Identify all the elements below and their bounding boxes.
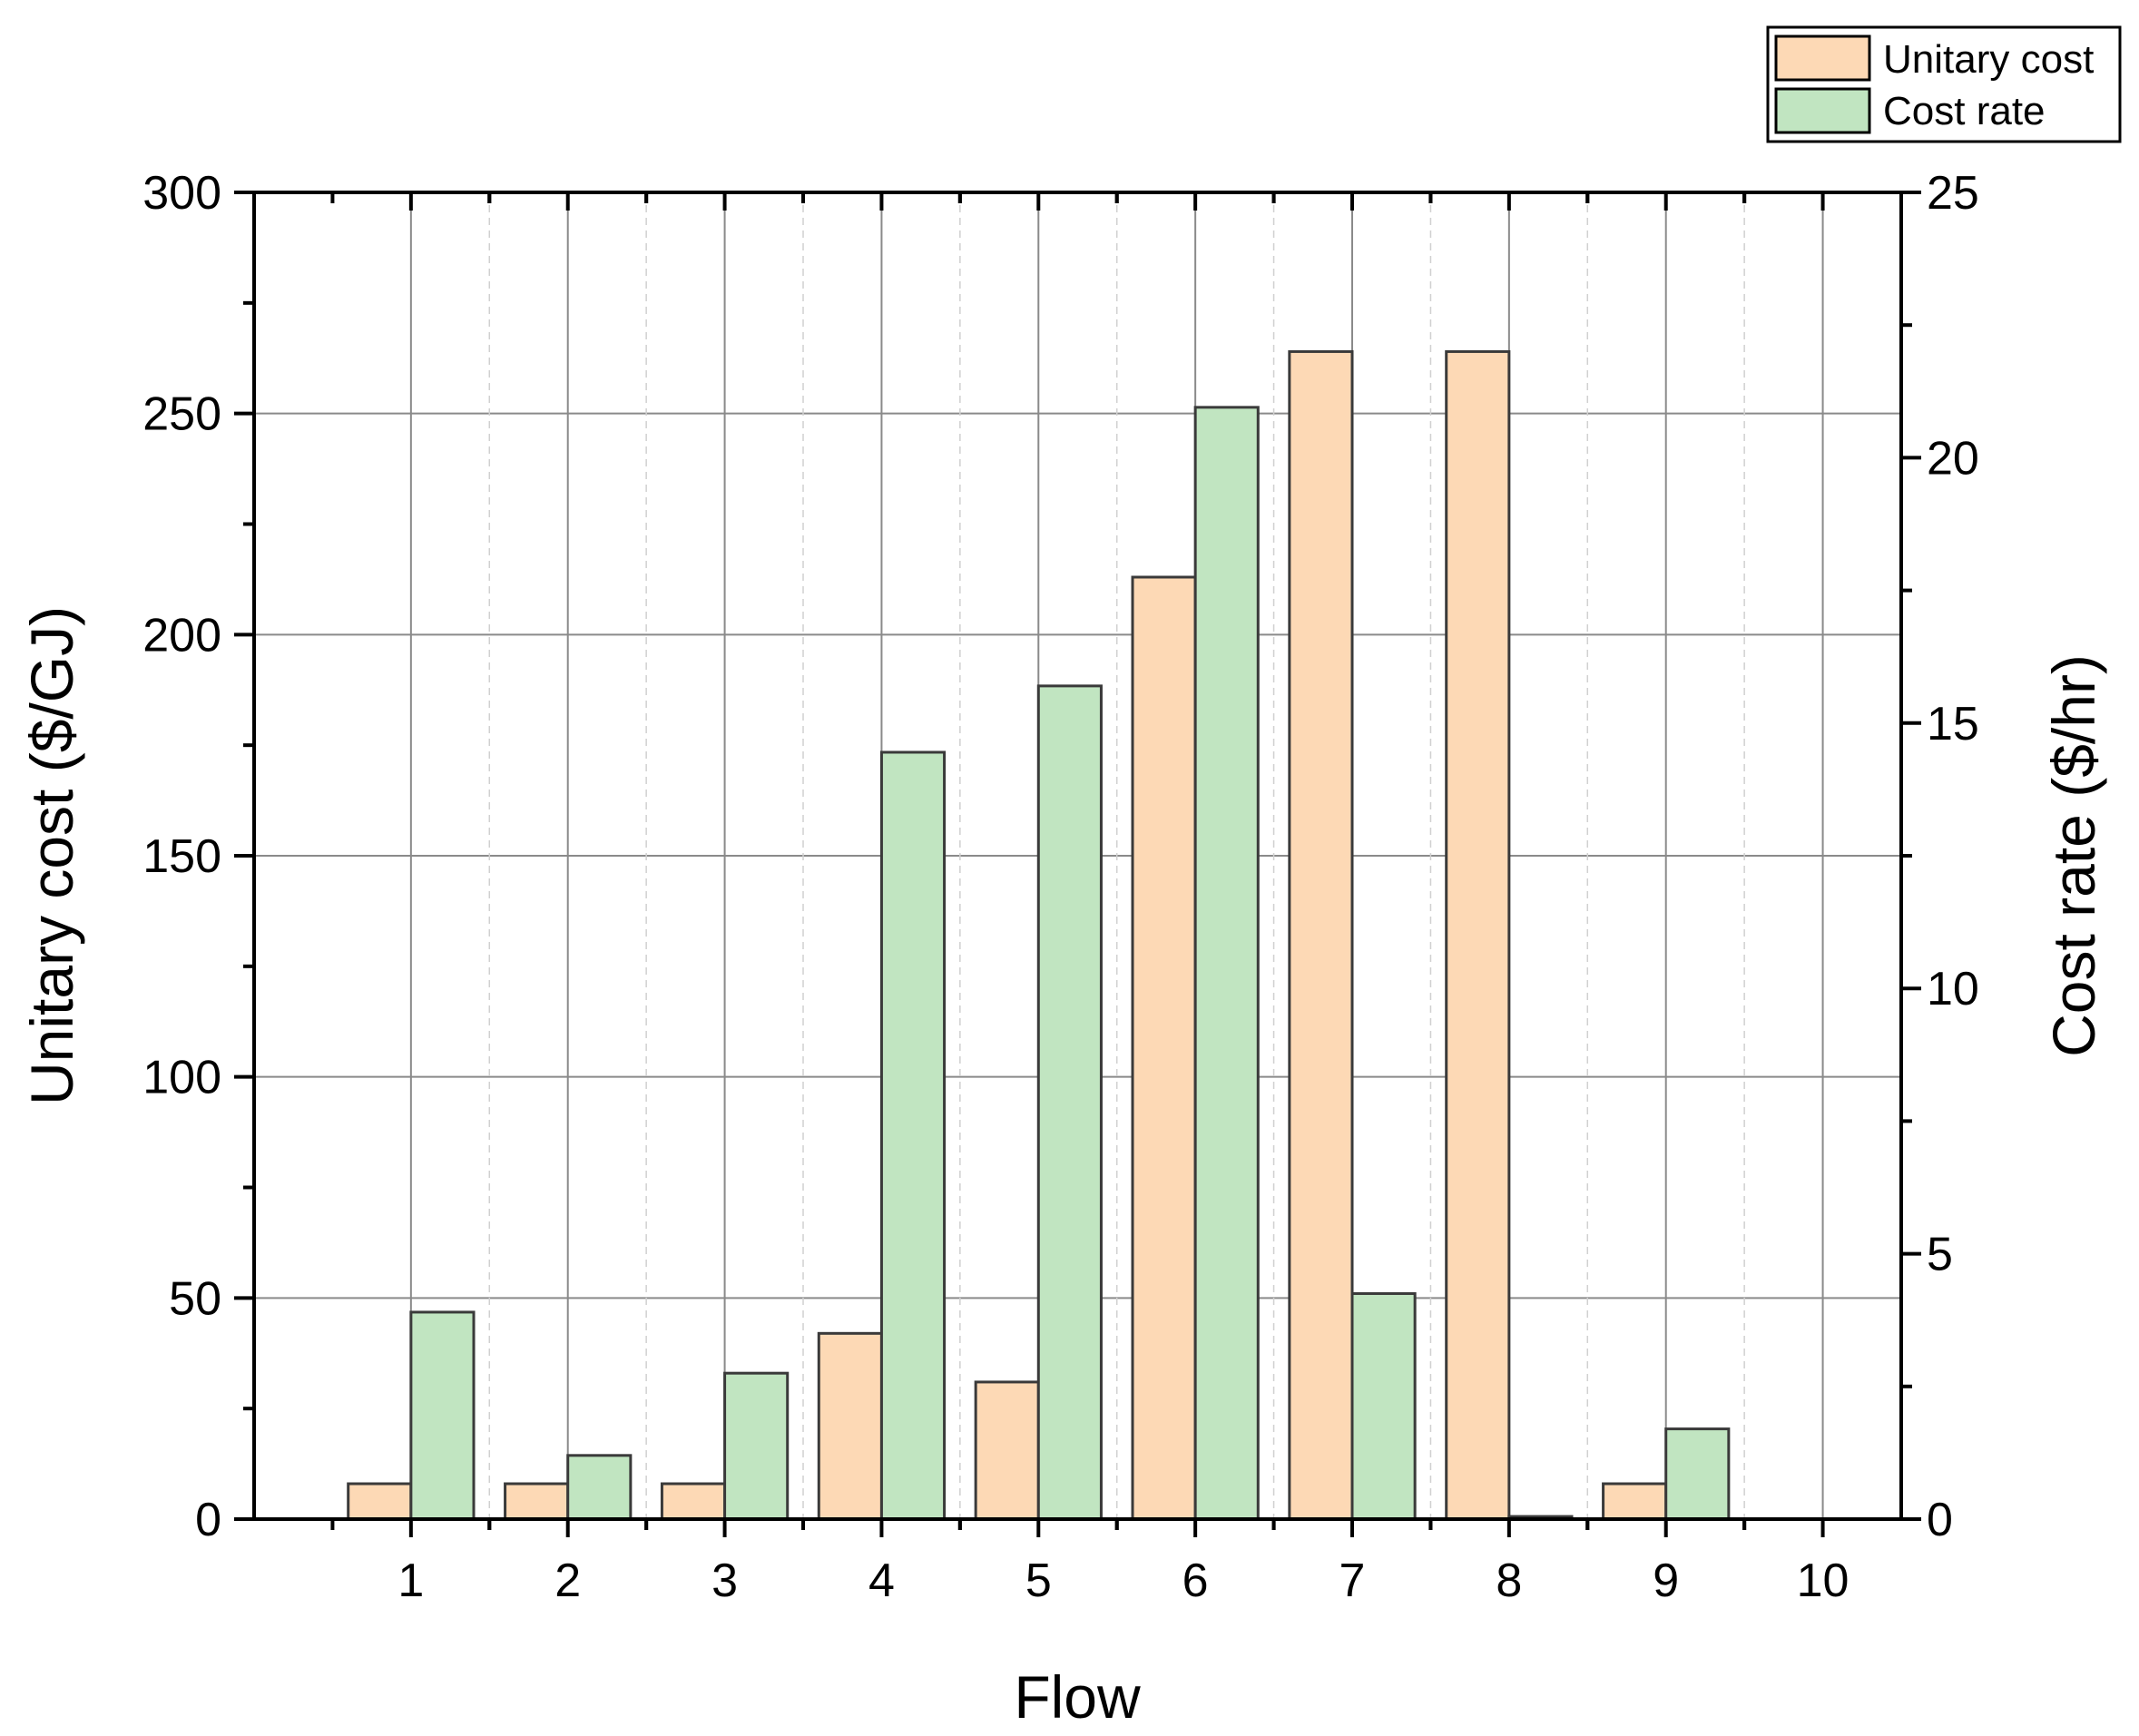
y-right-tick-label: 0	[1927, 1494, 1953, 1546]
y-left-tick-label: 200	[142, 609, 221, 662]
bar-cost-rate	[723, 1371, 790, 1521]
bar-cost-rate	[566, 1454, 633, 1521]
y-right-tick-label: 5	[1927, 1229, 1953, 1281]
x-tick-label: 4	[868, 1555, 895, 1607]
bar-unitary-cost	[1131, 575, 1197, 1521]
bars-layer	[347, 349, 1731, 1521]
bar-cost-rate	[1193, 406, 1260, 1521]
bar-unitary-cost	[1445, 349, 1511, 1521]
x-tick-label: 5	[1025, 1555, 1052, 1607]
x-tick-label: 9	[1653, 1555, 1679, 1607]
bar-unitary-cost	[347, 1482, 413, 1521]
bar-cost-rate	[1350, 1291, 1417, 1521]
ticks-layer: 0 50 100 150 200 250 300 0 5 10 15 20 25 1 2 3 4 5 6 7 8 9 10	[142, 167, 1979, 1607]
bar-cost-rate	[409, 1310, 476, 1521]
bar-cost-rate	[1036, 684, 1103, 1521]
bar-unitary-cost	[974, 1380, 1040, 1521]
x-tick-label: 3	[711, 1555, 738, 1607]
x-tick-label: 1	[397, 1555, 424, 1607]
x-tick-label: 8	[1496, 1555, 1522, 1607]
x-tick-label: 7	[1339, 1555, 1366, 1607]
y-right-tick-label: 25	[1927, 167, 1979, 220]
y-left-tick-label: 250	[142, 388, 221, 441]
y-left-tick-label: 100	[142, 1052, 221, 1104]
bar-unitary-cost	[817, 1331, 883, 1521]
y-left-tick-label: 300	[142, 167, 221, 220]
y-left-tick-label: 0	[195, 1494, 221, 1546]
x-tick-label: 6	[1182, 1555, 1209, 1607]
bar-unitary-cost	[504, 1482, 570, 1521]
legend: Unitary cost Cost rate	[1766, 25, 2122, 143]
x-tick-label: 2	[554, 1555, 581, 1607]
bar-unitary-cost	[1602, 1482, 1668, 1521]
y-left-tick-label: 50	[169, 1272, 221, 1325]
y-left-tick-label: 150	[142, 830, 221, 883]
bar-cost-rate	[879, 750, 947, 1521]
bar-unitary-cost	[660, 1482, 727, 1521]
x-tick-label: 10	[1797, 1555, 1850, 1607]
y-right-tick-label: 15	[1927, 698, 1979, 750]
y-axis-label-right: Cost rate ($/hr)	[2040, 654, 2107, 1057]
y-right-tick-label: 10	[1927, 963, 1979, 1015]
legend-label-cost-rate: Cost rate	[1883, 89, 2046, 133]
bar-unitary-cost	[1288, 349, 1354, 1521]
legend-swatch-cost-rate	[1774, 87, 1871, 134]
bar-cost-rate	[1664, 1427, 1731, 1521]
y-axis-label-left: Unitary cost ($/GJ)	[18, 606, 85, 1105]
legend-label-unitary-cost: Unitary cost	[1883, 37, 2094, 82]
x-axis-label: Flow	[1014, 1663, 1141, 1731]
y-right-tick-label: 20	[1927, 432, 1979, 485]
legend-swatch-unitary-cost	[1774, 34, 1871, 82]
